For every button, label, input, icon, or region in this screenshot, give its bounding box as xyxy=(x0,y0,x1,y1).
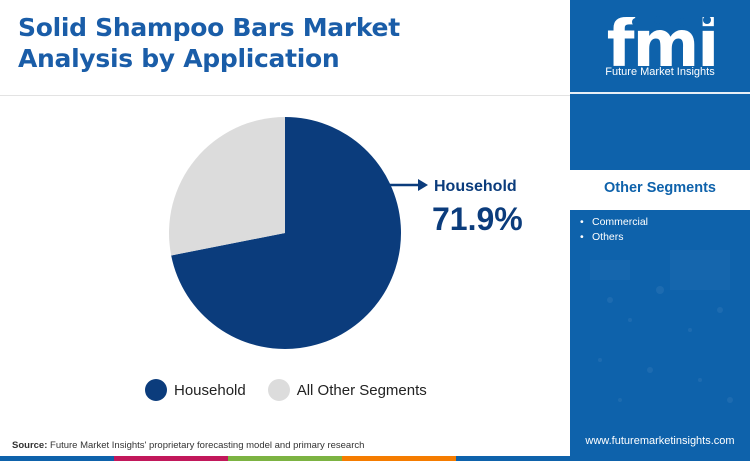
bullet-icon: • xyxy=(580,231,584,243)
list-item: • Commercial xyxy=(580,215,648,230)
source-text: Future Market Insights' proprietary fore… xyxy=(47,440,365,451)
bottom-bar-segment xyxy=(114,456,228,461)
bottom-bar-segment xyxy=(228,456,342,461)
logo-text: fmi xyxy=(607,8,717,82)
list-item: • Others xyxy=(580,230,648,245)
other-segments-header-box xyxy=(570,170,750,210)
logo-icons xyxy=(632,16,711,26)
pie-chart: Household 71.9% xyxy=(169,117,523,350)
legend-label-other: All Other Segments xyxy=(296,381,427,399)
logo-subtitle: Future Market Insights xyxy=(605,66,715,78)
callout-value: 71.9% xyxy=(432,201,523,237)
chart-panel: Solid Shampoo Bars Market Analysis by Ap… xyxy=(0,13,570,461)
website-url[interactable]: www.futuremarketinsights.com xyxy=(585,435,735,447)
brand-divider xyxy=(570,92,750,94)
bottom-bar-segment xyxy=(0,456,114,461)
source-note: Source: Future Market Insights' propriet… xyxy=(12,440,364,451)
other-segments-list: • Commercial • Others xyxy=(580,215,648,245)
segment-others: Others xyxy=(592,231,624,243)
source-prefix: Source: xyxy=(12,440,48,451)
bottom-bar-segment xyxy=(456,456,570,461)
chart-title: Solid Shampoo Bars Market Analysis by Ap… xyxy=(18,13,400,73)
legend-item-household: Household xyxy=(145,379,246,401)
bottom-bar-segment xyxy=(342,456,456,461)
background-pattern xyxy=(598,286,733,403)
chart-legend: Household All Other Segments xyxy=(145,378,449,402)
legend-label-household: Household xyxy=(174,381,246,399)
fmi-logo: fmi xyxy=(607,8,719,82)
callout-label: Household xyxy=(434,178,517,195)
callout: Household 71.9% xyxy=(390,178,523,237)
legend-swatch-other xyxy=(267,379,290,401)
brand-panel: fmi Future Market Insights Other Segment… xyxy=(570,0,750,461)
legend-swatch-household xyxy=(145,379,167,401)
bottom-color-bar xyxy=(0,456,570,461)
callout-arrow-head xyxy=(418,179,428,191)
segment-commercial: Commercial xyxy=(592,216,649,228)
pie-slice-household xyxy=(171,117,401,350)
legend-item-other: All Other Segments xyxy=(267,379,427,401)
pie-slice-all-other-segments xyxy=(169,117,285,256)
title-divider xyxy=(0,95,570,96)
other-segments-title: Other Segments xyxy=(604,180,716,196)
bullet-icon: • xyxy=(580,216,584,228)
